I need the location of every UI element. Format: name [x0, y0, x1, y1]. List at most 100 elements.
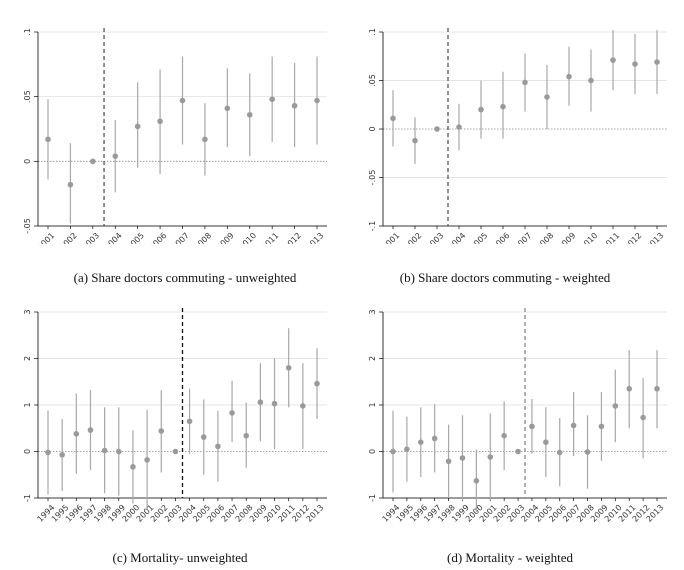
data-point: [588, 77, 594, 84]
data-point: [134, 123, 141, 130]
data-point: [612, 403, 619, 409]
data-point: [632, 61, 638, 67]
data-point: [431, 435, 438, 442]
data-point: [478, 106, 484, 113]
data-point: [473, 477, 480, 484]
data-point: [566, 73, 572, 80]
x-tick-label: 2009: [557, 231, 578, 244]
data-point: [434, 126, 440, 132]
data-point: [202, 136, 208, 143]
x-tick-label: 2012: [623, 231, 644, 244]
data-point: [412, 137, 418, 144]
chart-caption-c: (c) Mortality- unweighted: [112, 550, 248, 565]
x-tick-label: 2001: [36, 231, 57, 244]
chart-caption-d: (d) Mortality - weighted: [447, 550, 573, 565]
x-tick-label: 2007: [170, 231, 191, 244]
data-point: [157, 118, 163, 125]
data-point: [285, 365, 292, 371]
data-point: [522, 79, 528, 86]
x-tick-label: 2003: [80, 231, 101, 244]
data-point: [300, 403, 306, 409]
y-tick-label: .05: [23, 90, 32, 103]
data-point: [90, 158, 96, 165]
chart-panel-b: -.1 -.05 0.05.1 2001 2002 2003 2004 2005 2006 200…: [345, 14, 675, 244]
data-point: [487, 454, 494, 460]
data-point: [543, 439, 549, 445]
x-tick-label: 2002: [403, 231, 424, 244]
data-point: [269, 96, 275, 103]
x-tick-label: 2011: [260, 231, 281, 244]
data-point: [445, 458, 452, 465]
data-point: [130, 464, 136, 470]
x-tick-label: 2012: [282, 231, 303, 244]
x-tick-label: 2010: [579, 231, 600, 244]
chart-c: -101231994199519961997199819992000200120…: [23, 308, 327, 524]
x-tick-label: 2009: [215, 231, 236, 244]
data-point: [73, 431, 80, 437]
data-point: [246, 111, 253, 118]
y-tick-label: 1: [23, 402, 32, 407]
data-point: [314, 97, 320, 104]
data-point: [529, 423, 535, 430]
y-tick-label: 1: [368, 402, 377, 407]
data-point: [459, 455, 466, 461]
y-tick-label: 0: [368, 449, 377, 454]
data-point: [404, 446, 410, 452]
data-point: [314, 380, 320, 387]
data-point: [610, 57, 616, 63]
y-tick-label: .1: [23, 28, 32, 36]
x-tick-label: 2006: [491, 231, 512, 244]
data-point: [172, 448, 179, 455]
data-point: [59, 451, 65, 458]
data-point: [515, 448, 521, 455]
y-tick-label: .05: [368, 74, 377, 87]
y-tick-label: .1: [368, 28, 377, 36]
data-point: [101, 447, 108, 454]
y-tick-label: -.1: [368, 221, 377, 232]
data-point: [144, 457, 150, 463]
y-tick-label: 0: [23, 159, 32, 164]
chart-panel-d: -1 0 1 2 3 1994 1995 1996 1997 1998 1999 2000 2001 20…: [345, 298, 675, 530]
data-point: [654, 59, 660, 65]
y-tick-label: 0: [368, 126, 377, 131]
y-tick-label: 3: [368, 309, 377, 314]
x-tick-label: 2007: [513, 231, 534, 244]
y-tick-label: 0: [23, 449, 32, 454]
data-point: [224, 105, 231, 112]
data-point: [87, 427, 94, 433]
data-point: [45, 449, 51, 456]
x-tick-label: 2005: [125, 231, 146, 244]
x-tick-label: 2006: [148, 231, 169, 244]
data-point: [598, 423, 605, 430]
y-tick-label: -1: [368, 494, 377, 502]
x-tick-label: 2003: [425, 231, 446, 244]
data-point: [640, 414, 646, 421]
data-point: [456, 124, 462, 130]
data-point: [257, 399, 264, 406]
data-point: [626, 385, 633, 392]
data-point: [501, 432, 507, 439]
data-point: [158, 428, 165, 434]
y-tick-label: -1: [23, 494, 32, 502]
data-point: [229, 410, 235, 416]
x-tick-label: 2008: [535, 231, 556, 244]
chart-caption-b: (b) Share doctors commuting - weighted: [399, 270, 611, 285]
data-point: [500, 103, 506, 110]
x-tick-label: 2008: [193, 231, 214, 244]
data-point: [291, 102, 298, 109]
data-point: [271, 400, 278, 407]
x-tick-label: 2005: [469, 231, 490, 244]
x-tick-label: 2013: [645, 231, 666, 244]
data-point: [544, 94, 550, 100]
data-point: [556, 449, 563, 456]
y-tick-label: 2: [23, 356, 32, 361]
y-tick-label: 2: [368, 356, 377, 361]
x-tick-label: 2011: [601, 231, 622, 244]
y-tick-label: -.05: [368, 170, 377, 186]
chart-panel-c: -1 0 1 2 3 1994 1995 1996 1997 1998 1999 2000 2001 20…: [0, 298, 335, 530]
data-point: [112, 153, 119, 159]
data-point: [115, 448, 122, 455]
data-point: [654, 385, 660, 392]
